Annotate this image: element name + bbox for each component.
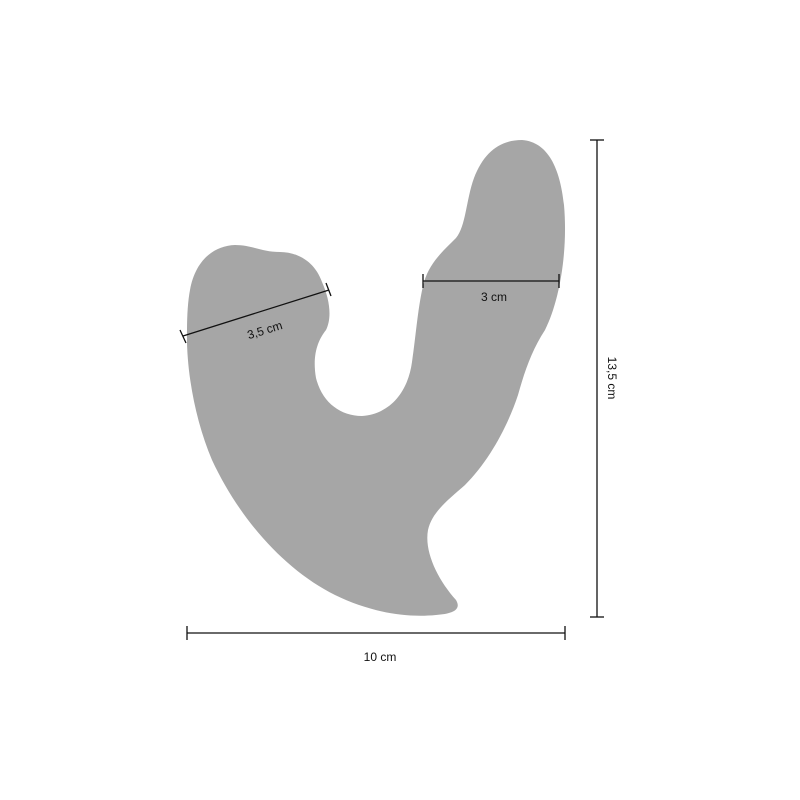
width-label: 10 cm: [364, 650, 397, 664]
right-diameter-label: 3 cm: [481, 290, 507, 304]
width-dimension-line: [186, 626, 566, 640]
height-label: 13,5 cm: [605, 357, 619, 400]
height-dimension-line: [590, 139, 604, 618]
product-silhouette: [186, 140, 566, 616]
left-diameter-line: [179, 282, 332, 344]
right-diameter-line: [422, 274, 560, 288]
